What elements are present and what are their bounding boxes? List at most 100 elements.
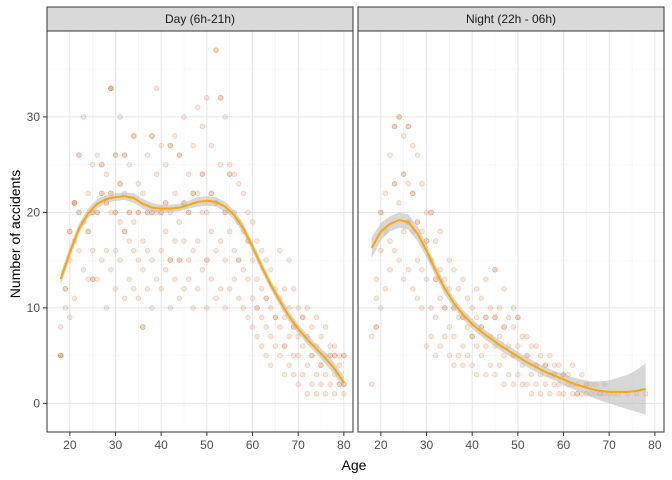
data-point	[135, 257, 142, 263]
data-point	[217, 95, 224, 101]
data-point	[396, 114, 402, 120]
data-point	[277, 247, 283, 254]
data-point	[117, 181, 123, 187]
data-point	[300, 371, 306, 378]
data-point	[167, 142, 174, 149]
data-point	[263, 257, 269, 263]
data-point	[131, 133, 137, 139]
data-point	[547, 352, 553, 359]
data-point	[268, 266, 274, 273]
data-point	[473, 343, 480, 349]
data-point	[446, 324, 453, 330]
data-point	[194, 190, 201, 197]
data-point	[131, 219, 137, 225]
data-point	[85, 228, 91, 235]
x-tick-label: 80	[648, 438, 662, 452]
data-point	[190, 142, 196, 149]
data-point	[322, 324, 329, 330]
data-point	[217, 238, 224, 244]
confidence-ribbon	[371, 212, 646, 415]
data-point	[318, 333, 324, 340]
data-point	[442, 333, 448, 340]
facet-panel: Day (6h-21h) 20 30 40 50 60 70 80 0 10 20 30	[27, 6, 354, 452]
data-point	[304, 305, 311, 311]
data-point	[451, 333, 457, 340]
data-point	[213, 47, 219, 53]
facet-panel: Night (22h - 06h) 20 30 40 50 60 70 80	[357, 6, 665, 452]
data-point	[208, 190, 215, 197]
data-point	[382, 190, 389, 197]
x-tick-label: 30	[420, 438, 434, 452]
data-point	[501, 381, 507, 388]
data-point	[496, 305, 503, 311]
data-point	[396, 200, 402, 206]
data-point	[290, 286, 297, 292]
data-point	[423, 276, 430, 282]
data-point	[217, 286, 224, 292]
data-point	[455, 286, 462, 292]
data-point	[176, 152, 183, 158]
data-point	[153, 276, 160, 282]
data-point	[245, 209, 251, 216]
data-point	[172, 133, 178, 139]
data-point	[268, 305, 274, 311]
data-point	[309, 324, 315, 330]
data-point	[286, 333, 292, 340]
data-point	[515, 314, 521, 321]
data-point	[131, 286, 137, 292]
data-point	[222, 305, 228, 311]
data-point	[176, 257, 183, 263]
data-point	[204, 305, 210, 311]
data-point	[76, 152, 82, 158]
data-point	[131, 247, 137, 254]
data-point	[378, 247, 384, 254]
data-point	[460, 276, 466, 282]
data-point	[501, 324, 507, 330]
data-point	[446, 257, 453, 263]
data-point	[492, 371, 498, 378]
data-point	[464, 324, 471, 330]
data-point	[213, 295, 219, 302]
data-point	[249, 324, 256, 330]
data-point	[135, 181, 142, 187]
data-point	[483, 343, 489, 349]
facet-strip	[46, 6, 354, 32]
x-tick-label: 40	[465, 438, 479, 452]
data-point	[556, 362, 562, 368]
data-point	[185, 209, 192, 216]
data-point	[373, 276, 380, 282]
data-point	[258, 343, 265, 349]
data-point	[162, 200, 169, 206]
data-point	[473, 314, 480, 321]
data-point	[117, 114, 123, 120]
data-point	[341, 391, 347, 397]
data-point	[510, 381, 517, 388]
data-point	[378, 209, 384, 216]
data-point	[167, 257, 174, 263]
data-point	[272, 314, 279, 321]
x-tick-label: 60	[557, 438, 571, 452]
data-point	[208, 228, 215, 235]
data-point	[368, 333, 375, 340]
data-point	[533, 343, 539, 349]
data-point	[94, 152, 100, 158]
data-point	[313, 371, 320, 378]
data-point	[190, 247, 196, 254]
data-point	[199, 123, 206, 130]
data-point	[172, 276, 178, 282]
data-point	[327, 343, 333, 349]
data-point	[245, 314, 251, 321]
data-point	[469, 305, 475, 311]
data-point	[172, 190, 178, 197]
data-point	[533, 381, 539, 388]
data-point	[181, 238, 187, 244]
data-point	[483, 276, 489, 282]
data-point	[492, 266, 498, 273]
data-point	[222, 257, 228, 263]
data-point	[231, 276, 238, 282]
data-point	[277, 352, 283, 359]
data-point	[519, 381, 526, 388]
data-point	[268, 333, 274, 340]
data-point	[469, 362, 475, 368]
x-tick-label: 30	[109, 438, 123, 452]
